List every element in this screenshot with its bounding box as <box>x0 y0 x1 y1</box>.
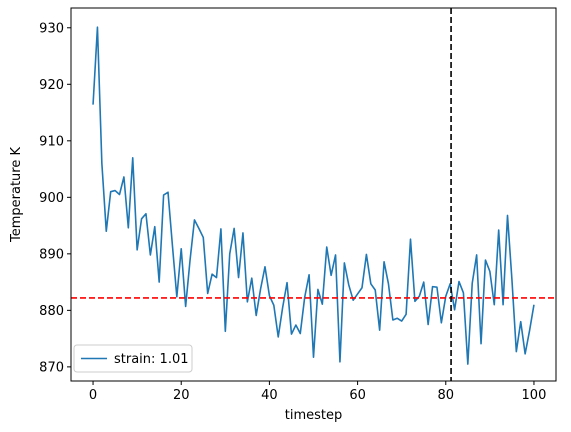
x-tick-label: 60 <box>349 388 366 403</box>
axes-frame <box>70 7 557 382</box>
x-axis-ticks: 0 20 40 60 80 100 <box>89 381 546 403</box>
y-tick-label: 880 <box>39 304 64 319</box>
y-tick-label: 870 <box>39 360 64 375</box>
legend-entry-label: strain: 1.01 <box>114 352 189 367</box>
x-tick-label: 0 <box>89 388 97 403</box>
y-tick-label: 910 <box>39 134 64 149</box>
legend-box <box>73 344 193 373</box>
x-axis-label: timestep <box>285 408 343 423</box>
x-tick-label: 20 <box>173 388 190 403</box>
y-tick-label: 900 <box>39 191 64 206</box>
series-line-strain <box>92 26 535 365</box>
x-tick-label: 40 <box>261 388 278 403</box>
x-tick-label: 100 <box>522 388 547 403</box>
plot-area <box>71 8 556 381</box>
legend: strain: 1.01 <box>73 344 193 373</box>
y-tick-label: 920 <box>39 78 64 93</box>
y-tick-label: 890 <box>39 247 64 262</box>
x-tick-label: 80 <box>437 388 454 403</box>
y-tick-label: 930 <box>39 21 64 36</box>
y-axis-label: Temperature K <box>9 147 24 243</box>
y-axis-ticks: 870 880 890 900 910 920 930 <box>39 21 71 375</box>
